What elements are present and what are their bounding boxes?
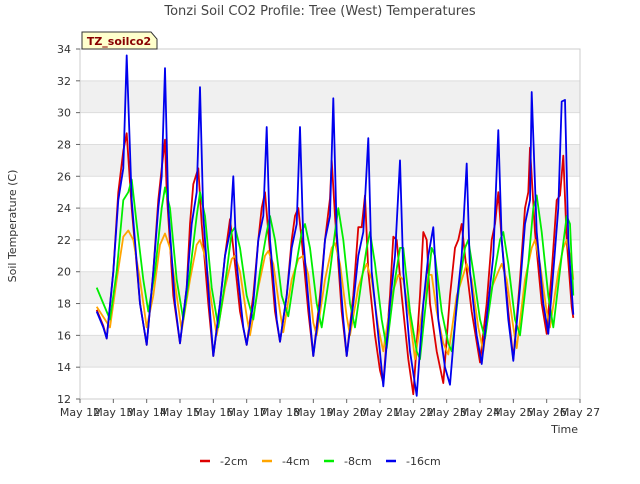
y-axis-label: Soil Temperature (C) [6, 170, 19, 283]
legend-item: -8cm [324, 455, 372, 468]
x-axis-label: Time [550, 423, 578, 436]
y-tick-label: 30 [57, 107, 71, 120]
background-band [80, 80, 580, 113]
y-tick-label: 26 [57, 170, 71, 183]
site-label-box: TZ_soilco2 [81, 31, 158, 50]
plot-frame [79, 48, 581, 400]
x-tick-label: May 23 [427, 406, 467, 419]
series-layer [95, 54, 575, 397]
x-tick-label: May 24 [460, 406, 500, 419]
series-line-neg8cm [95, 178, 575, 361]
x-tick-label: May 17 [227, 406, 267, 419]
x-tick-label: May 25 [493, 406, 533, 419]
legend-label: -16cm [406, 455, 441, 468]
site-label: TZ_soilco2 [87, 35, 151, 48]
x-tick-label: May 18 [260, 406, 300, 419]
x-tick-label: May 21 [360, 406, 400, 419]
legend-label: -4cm [282, 455, 310, 468]
legend-item: -4cm [262, 455, 310, 468]
legend-label: -2cm [220, 455, 248, 468]
x-tick-label: May 26 [527, 406, 567, 419]
series-line-neg16cm [95, 54, 575, 397]
background-band [80, 144, 580, 177]
chart-title: Tonzi Soil CO2 Profile: Tree (West) Temp… [163, 4, 476, 19]
x-tick-label: May 13 [93, 406, 133, 419]
x-tick-label: May 19 [293, 406, 333, 419]
y-axis-ticks: 12 14 16 18 20 22 24 26 28 30 32 34 [57, 43, 80, 406]
y-tick-label: 22 [57, 234, 71, 247]
y-tick-label: 12 [57, 393, 71, 406]
legend-item: -2cm [200, 455, 248, 468]
x-tick-label: May 15 [160, 406, 200, 419]
background-band [80, 335, 580, 368]
y-tick-label: 20 [57, 266, 71, 279]
y-tick-label: 34 [57, 43, 71, 56]
x-tick-label: May 20 [327, 406, 367, 419]
y-tick-label: 28 [57, 138, 71, 151]
x-tick-label: May 12 [60, 406, 100, 419]
x-tick-label: May 22 [393, 406, 433, 419]
y-tick-label: 18 [57, 298, 71, 311]
legend: -2cm -4cm -8cm -16cm [200, 455, 441, 468]
background-bands [80, 49, 580, 399]
y-tick-label: 32 [57, 75, 71, 88]
x-tick-label: May 27 [560, 406, 600, 419]
x-tick-label: May 16 [193, 406, 233, 419]
legend-item: -16cm [386, 455, 441, 468]
y-tick-label: 14 [57, 361, 71, 374]
y-tick-label: 16 [57, 329, 71, 342]
legend-label: -8cm [344, 455, 372, 468]
y-tick-label: 24 [57, 202, 71, 215]
x-tick-label: May 14 [127, 406, 167, 419]
